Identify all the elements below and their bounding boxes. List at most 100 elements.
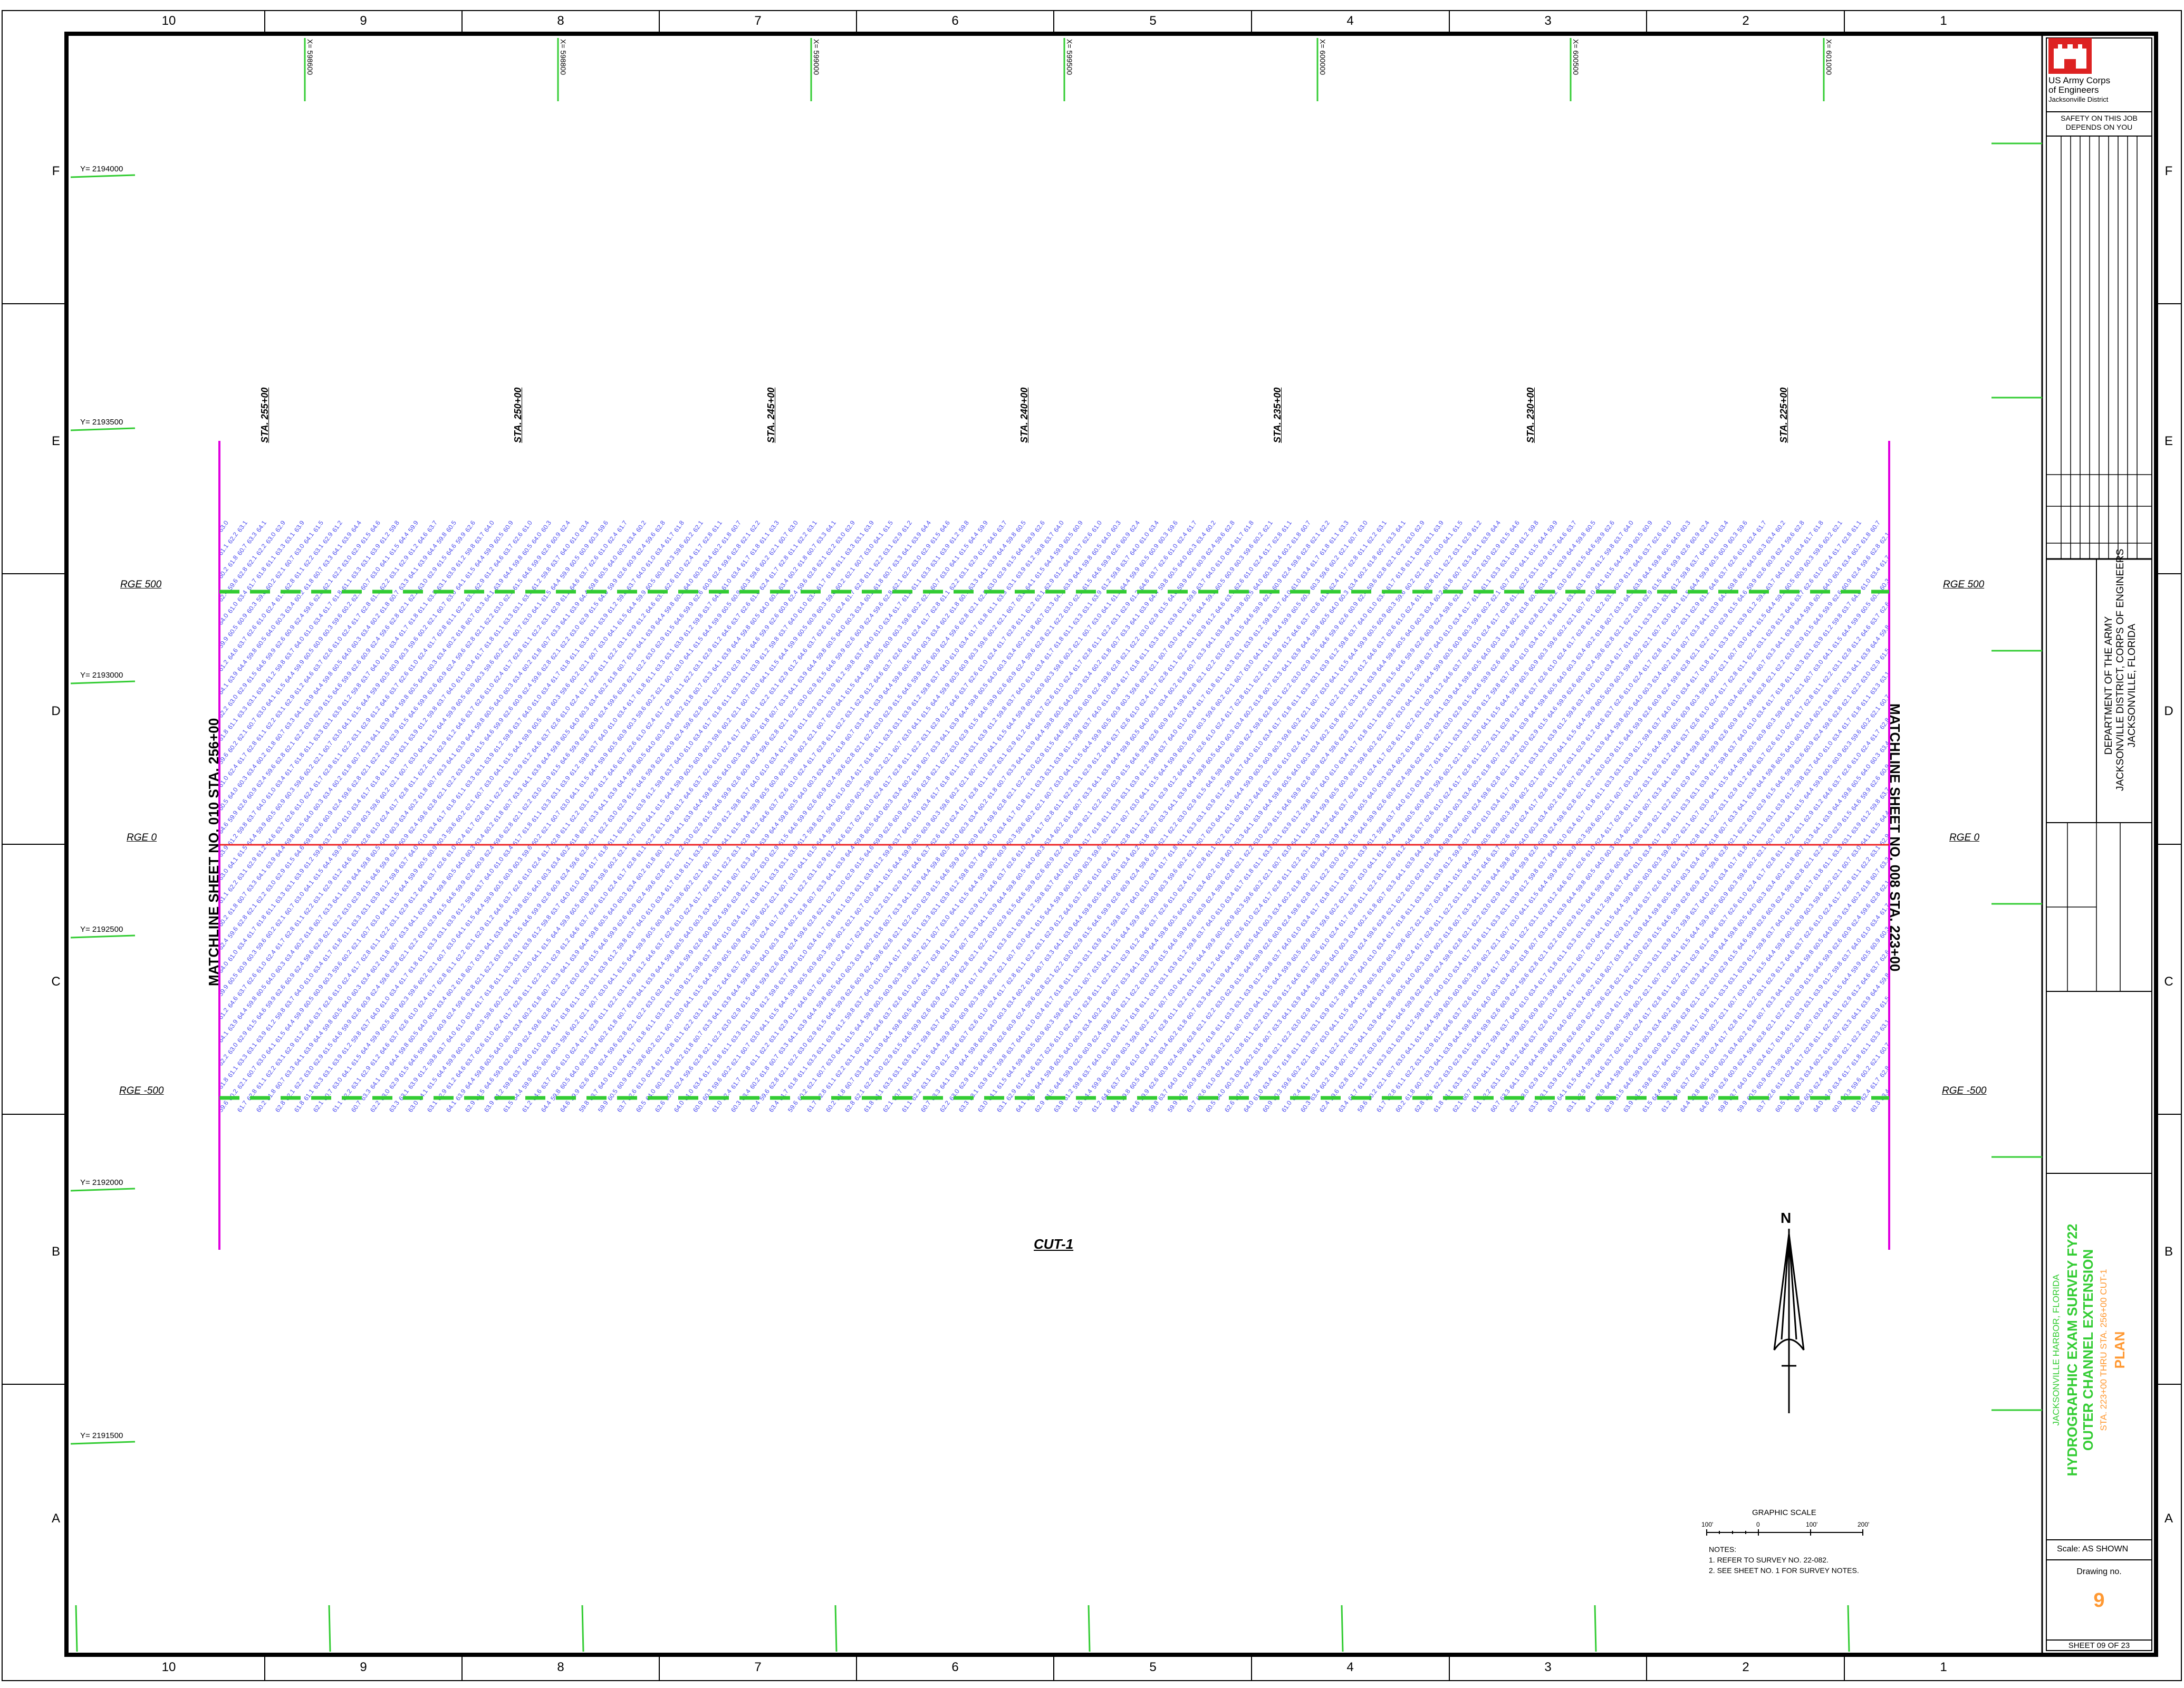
sounding-value: 59.9 <box>1698 913 1711 928</box>
sounding-value: 63.0 <box>1128 797 1141 812</box>
sounding-value: 59.6 <box>672 890 686 904</box>
sounding-value: 59.6 <box>1774 705 1787 719</box>
sounding-value: 61.1 <box>483 797 496 812</box>
sounding-value: 60.9 <box>388 658 401 672</box>
sounding-value: 63.4 <box>653 542 667 556</box>
sounding-value: 59.9 <box>1252 948 1265 962</box>
sounding-value: 62.9 <box>1147 960 1160 974</box>
sounding-value: 61.7 <box>777 739 790 754</box>
sounding-value: 61.5 <box>881 519 894 533</box>
sounding-value: 63.7 <box>1536 855 1550 870</box>
sounding-value: 60.9 <box>464 681 477 696</box>
sounding-value: 62.9 <box>1688 600 1701 614</box>
sounding-value: 63.0 <box>1214 647 1227 661</box>
sounding-value: 64.0 <box>758 600 771 614</box>
sounding-value: 63.4 <box>1451 960 1464 974</box>
sounding-value: 63.0 <box>1280 844 1293 858</box>
sounding-value: 60.7 <box>1157 995 1170 1009</box>
sounding-value: 59.6 <box>1403 763 1417 777</box>
sounding-value: 63.7 <box>1717 913 1730 928</box>
sounding-value: 63.7 <box>1764 925 1777 939</box>
sounding-value: 62.8 <box>1109 1006 1122 1020</box>
sounding-value: 59.6 <box>1090 844 1103 858</box>
sounding-value: 62.6 <box>321 647 334 661</box>
sounding-value: 62.1 <box>729 705 743 719</box>
sounding-value: 63.0 <box>834 879 847 893</box>
sounding-value: 59.6 <box>407 635 420 649</box>
sounding-value: 63.9 <box>986 902 999 916</box>
sounding-value: 62.6 <box>540 890 553 904</box>
sounding-value: 61.0 <box>1821 739 1834 754</box>
sounding-value: 62.6 <box>1185 913 1198 928</box>
sounding-value: 60.3 <box>245 948 258 962</box>
sounding-value: 63.1 <box>388 913 401 928</box>
sounding-value: 61.2 <box>1318 821 1331 835</box>
sounding-value: 62.2 <box>1555 763 1569 777</box>
sounding-value: 60.7 <box>1346 879 1360 893</box>
sounding-value: 60.3 <box>502 681 515 696</box>
sounding-value: 63.4 <box>1726 693 1739 707</box>
sounding-value: 61.8 <box>1394 913 1407 928</box>
sounding-value: 64.6 <box>1166 937 1179 951</box>
sounding-value: 59.6 <box>1593 647 1606 661</box>
sounding-value: 63.3 <box>1764 647 1777 661</box>
sounding-value: 61.5 <box>1574 902 1588 916</box>
sounding-value: 64.6 <box>938 867 951 881</box>
sounding-value: 60.2 <box>1062 647 1075 661</box>
sounding-value: 59.9 <box>264 647 277 661</box>
sounding-value: 63.7 <box>1802 763 1815 777</box>
sounding-value: 63.0 <box>1555 577 1569 591</box>
sounding-value: 64.0 <box>1090 705 1103 719</box>
sounding-value: 64.6 <box>672 612 686 626</box>
sounding-value: 60.5 <box>710 774 724 788</box>
sounding-value: 60.3 <box>1489 635 1502 649</box>
sounding-value: 63.0 <box>1622 774 1635 788</box>
sounding-value: 63.3 <box>625 647 638 661</box>
sounding-value: 63.0 <box>1774 821 1787 835</box>
sounding-value: 64.4 <box>274 844 287 858</box>
sounding-value: 60.9 <box>549 879 562 893</box>
sounding-value: 59.6 <box>1622 658 1635 672</box>
sounding-value: 60.9 <box>473 855 486 870</box>
sounding-value: 62.2 <box>1774 658 1787 672</box>
sounding-value: 61.2 <box>1327 995 1341 1009</box>
sounding-value: 59.9 <box>1024 530 1037 545</box>
sounding-value: 59.9 <box>293 1006 306 1020</box>
sounding-value: 61.2 <box>1052 913 1065 928</box>
sounding-value: 62.2 <box>1736 821 1749 835</box>
sounding-value: 60.3 <box>1831 913 1844 928</box>
sounding-value: 59.9 <box>445 705 458 719</box>
sounding-value: 62.8 <box>464 635 477 649</box>
sounding-value: 63.0 <box>1394 705 1407 719</box>
sounding-value: 62.4 <box>1204 542 1217 556</box>
sounding-value: 62.8 <box>1375 913 1388 928</box>
sounding-value: 59.6 <box>1479 786 1493 800</box>
sounding-value: 63.4 <box>274 774 287 788</box>
sounding-value: 63.3 <box>967 925 980 939</box>
sounding-value: 60.9 <box>1831 751 1844 765</box>
sounding-value: 62.8 <box>1271 879 1284 893</box>
sounding-value: 63.3 <box>245 530 258 545</box>
sounding-value: 60.9 <box>1422 623 1436 638</box>
sounding-value: 61.1 <box>1014 960 1027 974</box>
sounding-value: 63.9 <box>938 542 951 556</box>
sounding-value: 60.7 <box>805 890 819 904</box>
sounding-value: 63.9 <box>1508 890 1521 904</box>
sounding-value: 60.3 <box>929 809 942 823</box>
sounding-value: 60.5 <box>1214 925 1227 939</box>
sounding-value: 60.9 <box>1119 530 1132 545</box>
sounding-value: 63.4 <box>1005 995 1018 1009</box>
sounding-value: 63.1 <box>805 519 819 533</box>
sounding-value: 63.1 <box>1375 519 1388 533</box>
sounding-value: 59.8 <box>274 1006 287 1020</box>
sounding-value: 60.5 <box>1014 867 1027 881</box>
sounding-value: 59.8 <box>957 519 970 533</box>
sounding-value: 62.8 <box>691 705 705 719</box>
sounding-value: 63.4 <box>397 809 410 823</box>
sounding-value: 62.8 <box>511 647 524 661</box>
sounding-value: 63.4 <box>919 797 932 812</box>
sounding-value: 61.0 <box>1736 542 1749 556</box>
sounding-value: 62.6 <box>1641 705 1654 719</box>
sounding-value: 60.2 <box>1660 658 1673 672</box>
sounding-value: 64.4 <box>1233 786 1246 800</box>
